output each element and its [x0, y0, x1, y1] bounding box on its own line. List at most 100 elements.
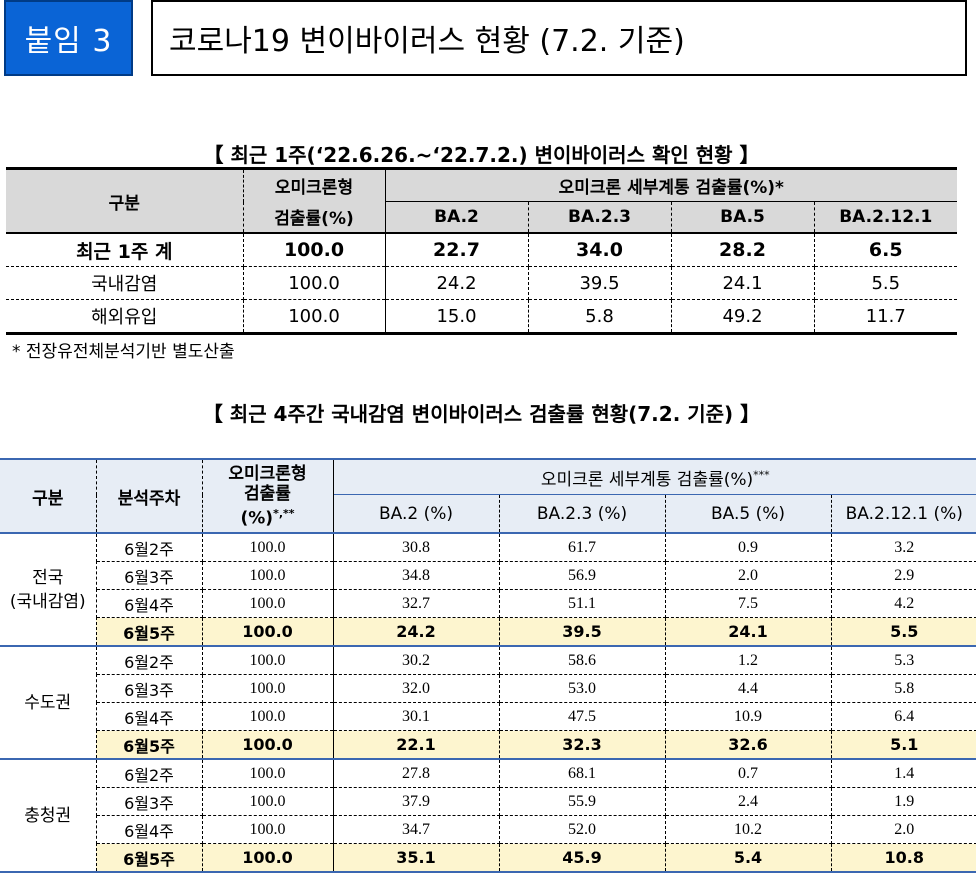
omicron-rate: 100.0 — [243, 233, 386, 267]
ba2-rate: 35.1 — [333, 843, 500, 873]
ba2-rate: 22.7 — [385, 233, 529, 267]
ba2-rate: 34.7 — [333, 815, 500, 844]
ba23-rate: 39.5 — [499, 617, 666, 647]
ba2-rate: 24.2 — [385, 266, 529, 300]
attachment-badge: 붙임 3 — [4, 0, 133, 76]
ba5-rate: 28.2 — [671, 233, 815, 267]
t1-header-ba2: BA.2 — [385, 201, 529, 234]
t1-header-ba23: BA.2.3 — [528, 201, 672, 234]
ba2121-rate: 11.7 — [814, 299, 958, 335]
ba5-rate: 4.4 — [665, 674, 832, 703]
week-label: 6월3주 — [96, 787, 203, 816]
t2-header-ba5: BA.5 (%) — [665, 494, 832, 534]
table-row: 6월3주 100.0 32.0 53.0 4.4 5.8 — [0, 674, 976, 703]
table-row: 6월4주 100.0 32.7 51.1 7.5 4.2 — [0, 589, 976, 618]
t2-header-omicron: 오미크론형 검출률 (%)*,** — [202, 458, 334, 534]
week-label: 6월3주 — [96, 674, 203, 703]
ba2-rate: 22.1 — [333, 730, 500, 760]
table-row: 해외유입 100.0 15.0 5.8 49.2 11.7 — [6, 299, 958, 335]
ba5-rate: 2.4 — [665, 787, 832, 816]
ba5-rate: 2.0 — [665, 561, 832, 590]
ba23-rate: 34.0 — [528, 233, 672, 267]
ba23-rate: 68.1 — [499, 759, 666, 788]
omicron-rate: 100.0 — [202, 843, 334, 873]
week-label: 6월4주 — [96, 815, 203, 844]
ba23-rate: 39.5 — [528, 266, 672, 300]
page-title: 코로나19 변이바이러스 현황 (7.2. 기준) — [151, 0, 967, 76]
ba2121-rate: 5.5 — [814, 266, 958, 300]
four-week-variant-table: 구분 분석주차 오미크론형 검출률 (%)*,** 오미크론 세부계통 검출률(… — [0, 458, 976, 873]
omicron-rate: 100.0 — [202, 759, 334, 788]
region-name: 충청권 — [24, 805, 72, 826]
omicron-rate: 100.0 — [202, 617, 334, 647]
omicron-rate: 100.0 — [202, 787, 334, 816]
region-subname: (국내감염) — [9, 591, 86, 612]
t2-header-ba23: BA.2.3 (%) — [499, 494, 666, 534]
ba5-rate: 0.9 — [665, 533, 832, 562]
omicron-rate: 100.0 — [202, 589, 334, 618]
ba5-rate: 49.2 — [671, 299, 815, 335]
ba23-rate: 5.8 — [528, 299, 672, 335]
table2-caption: 【 최근 4주간 국내감염 변이바이러스 검출률 현황(7.2. 기준) 】 — [202, 402, 761, 426]
ba5-rate: 24.1 — [671, 266, 815, 300]
omicron-rate: 100.0 — [202, 533, 334, 562]
week-label: 6월4주 — [96, 589, 203, 618]
region-label: 수도권 — [0, 646, 97, 760]
region-name: 수도권 — [24, 692, 72, 713]
week-label: 6월4주 — [96, 702, 203, 731]
ba23-rate: 51.1 — [499, 589, 666, 618]
omicron-rate: 100.0 — [202, 730, 334, 760]
t1-header-ba2121: BA.2.12.1 — [814, 201, 958, 234]
row-label: 국내감염 — [6, 266, 244, 300]
ba2-rate: 32.7 — [333, 589, 500, 618]
ba2121-rate: 2.0 — [831, 815, 976, 844]
ba2121-rate: 5.5 — [831, 617, 976, 647]
ba2121-rate: 6.5 — [814, 233, 958, 267]
ba2-rate: 34.8 — [333, 561, 500, 590]
table-row: 수도권 6월2주 100.0 30.2 58.6 1.2 5.3 — [0, 646, 976, 760]
ba23-rate: 61.7 — [499, 533, 666, 562]
ba2121-rate: 6.4 — [831, 702, 976, 731]
week-label: 6월5주 — [96, 843, 203, 873]
ba2121-rate: 4.2 — [831, 589, 976, 618]
week-label: 6월5주 — [96, 730, 203, 760]
ba2121-rate: 3.2 — [831, 533, 976, 562]
ba23-rate: 32.3 — [499, 730, 666, 760]
ba2121-rate: 5.8 — [831, 674, 976, 703]
table-row: 전국 (국내감염) 6월2주 100.0 30.8 61.7 0.9 3.2 — [0, 533, 976, 647]
t2-header-week: 분석주차 — [96, 458, 203, 534]
ba2121-rate: 10.8 — [831, 843, 976, 873]
ba2-rate: 27.8 — [333, 759, 500, 788]
region-name: 전국 — [32, 567, 64, 588]
row-label: 최근 1주 계 — [6, 233, 244, 267]
ba2121-rate: 1.4 — [831, 759, 976, 788]
t2-header-ba2121: BA.2.12.1 (%) — [831, 494, 976, 534]
table-row: 6월5주 100.0 35.1 45.9 5.4 10.8 — [0, 843, 976, 873]
omicron-rate: 100.0 — [202, 815, 334, 844]
t2-header-sublineage: 오미크론 세부계통 검출률(%)*** — [333, 458, 976, 495]
ba2-rate: 24.2 — [333, 617, 500, 647]
row-label: 해외유입 — [6, 299, 244, 335]
omicron-rate: 100.0 — [202, 561, 334, 590]
ba5-rate: 24.1 — [665, 617, 832, 647]
t1-header-sublineage: 오미크론 세부계통 검출률(%)* — [385, 167, 958, 202]
ba2-rate: 37.9 — [333, 787, 500, 816]
ba5-rate: 32.6 — [665, 730, 832, 760]
weekly-variant-table: 구분 오미크론형 검출률(%) 오미크론 세부계통 검출률(%)* BA.2 B… — [6, 167, 958, 335]
table-row: 충청권 6월2주 100.0 27.8 68.1 0.7 1.4 — [0, 759, 976, 873]
ba2121-rate: 5.1 — [831, 730, 976, 760]
table-row: 6월4주 100.0 30.1 47.5 10.9 6.4 — [0, 702, 976, 731]
region-label: 전국 (국내감염) — [0, 533, 97, 647]
table-row: 국내감염 100.0 24.2 39.5 24.1 5.5 — [6, 266, 958, 300]
t2-header-category: 구분 — [0, 458, 97, 534]
ba23-rate: 45.9 — [499, 843, 666, 873]
t1-header-ba5: BA.5 — [671, 201, 815, 234]
t1-header-category: 구분 — [6, 167, 244, 234]
table1-caption: 【 최근 1주(‘22.6.26.~‘22.7.2.) 변이바이러스 확인 현황… — [203, 143, 760, 167]
ba2-rate: 30.1 — [333, 702, 500, 731]
omicron-rate: 100.0 — [202, 646, 334, 675]
ba2121-rate: 5.3 — [831, 646, 976, 675]
ba2-rate: 30.2 — [333, 646, 500, 675]
table-row: 6월5주 100.0 22.1 32.3 32.6 5.1 — [0, 730, 976, 760]
week-label: 6월2주 — [96, 759, 203, 788]
